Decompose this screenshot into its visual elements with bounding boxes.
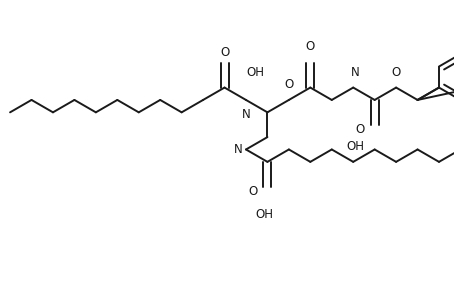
Text: O: O: [305, 40, 314, 53]
Text: N: N: [241, 108, 250, 121]
Text: O: O: [283, 78, 293, 91]
Text: OH: OH: [346, 140, 364, 153]
Text: O: O: [391, 66, 400, 79]
Text: O: O: [248, 185, 257, 198]
Text: N: N: [350, 66, 359, 79]
Text: N: N: [234, 143, 243, 156]
Text: OH: OH: [255, 208, 273, 221]
Text: OH: OH: [246, 66, 264, 79]
Text: O: O: [355, 123, 364, 136]
Text: O: O: [219, 46, 229, 59]
